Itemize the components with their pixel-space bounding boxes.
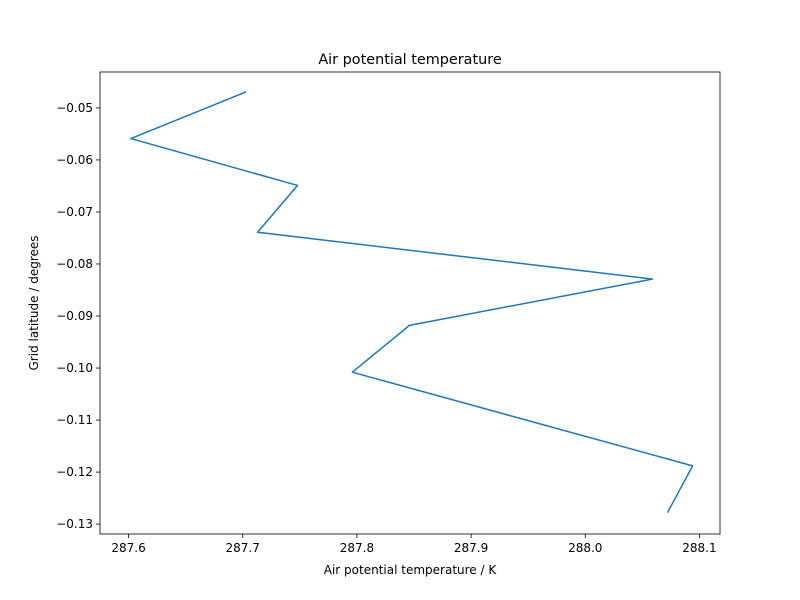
y-tick-label: −0.11 <box>56 413 93 427</box>
y-tick-label: −0.08 <box>56 257 93 271</box>
series-line <box>130 91 694 514</box>
y-tick-label: −0.12 <box>56 465 93 479</box>
x-tick-label: 287.6 <box>111 541 145 555</box>
x-tick-label: 288.1 <box>682 541 716 555</box>
y-tick-label: −0.05 <box>56 101 93 115</box>
x-axis-label: Air potential temperature / K <box>324 563 498 577</box>
y-tick-label: −0.06 <box>56 153 93 167</box>
x-axis-ticks: 287.6 287.7 287.8 287.9 288.0 288.1 <box>111 534 717 555</box>
x-tick-label: 287.9 <box>454 541 488 555</box>
y-tick-label: −0.09 <box>56 309 93 323</box>
y-tick-label: −0.13 <box>56 517 93 531</box>
x-tick-label: 287.8 <box>340 541 374 555</box>
plot-area <box>130 91 694 514</box>
axes-frame <box>99 71 721 535</box>
x-tick-label: 287.7 <box>226 541 260 555</box>
chart-title: Air potential temperature <box>318 52 502 68</box>
y-tick-label: −0.07 <box>56 205 93 219</box>
x-tick-label: 288.0 <box>568 541 602 555</box>
y-axis-ticks: −0.05 −0.06 −0.07 −0.08 −0.09 −0.10 −0.11 −0.12… <box>56 101 100 531</box>
y-axis-label: Grid latitude / degrees <box>27 235 41 370</box>
y-tick-label: −0.10 <box>56 361 93 375</box>
